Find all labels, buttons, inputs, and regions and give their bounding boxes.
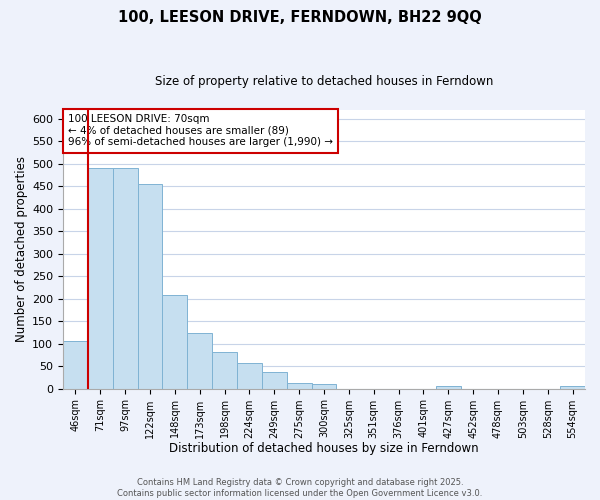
- Bar: [262, 372, 287, 388]
- Bar: [88, 168, 113, 388]
- Title: Size of property relative to detached houses in Ferndown: Size of property relative to detached ho…: [155, 75, 493, 88]
- Bar: [163, 295, 187, 388]
- Text: Contains HM Land Registry data © Crown copyright and database right 2025.
Contai: Contains HM Land Registry data © Crown c…: [118, 478, 482, 498]
- Bar: [187, 334, 212, 388]
- Bar: [311, 384, 337, 388]
- Bar: [287, 383, 311, 388]
- Bar: [137, 184, 163, 388]
- Bar: [560, 386, 585, 388]
- Bar: [63, 342, 88, 388]
- Bar: [212, 352, 237, 389]
- Text: 100, LEESON DRIVE, FERNDOWN, BH22 9QQ: 100, LEESON DRIVE, FERNDOWN, BH22 9QQ: [118, 10, 482, 25]
- X-axis label: Distribution of detached houses by size in Ferndown: Distribution of detached houses by size …: [169, 442, 479, 455]
- Bar: [113, 168, 137, 388]
- Y-axis label: Number of detached properties: Number of detached properties: [15, 156, 28, 342]
- Bar: [436, 386, 461, 388]
- Bar: [237, 362, 262, 388]
- Text: 100 LEESON DRIVE: 70sqm
← 4% of detached houses are smaller (89)
96% of semi-det: 100 LEESON DRIVE: 70sqm ← 4% of detached…: [68, 114, 333, 148]
